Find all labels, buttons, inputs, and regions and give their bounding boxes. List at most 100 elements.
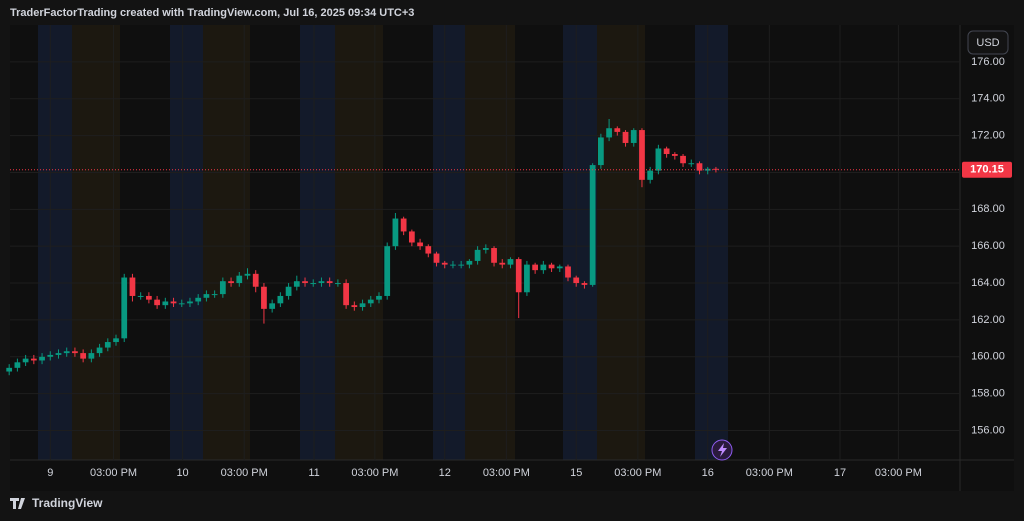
candle-body — [392, 218, 399, 247]
candle-body — [474, 249, 481, 261]
afterhours-band — [465, 25, 515, 460]
premarket-band — [170, 25, 203, 460]
candle-body — [696, 163, 703, 171]
candle-body — [146, 295, 152, 300]
x-tick-label: 12 — [439, 467, 451, 479]
grid — [10, 25, 960, 460]
y-tick-label: 174.00 — [971, 93, 1005, 105]
y-tick-label: 164.00 — [971, 277, 1005, 289]
header: TraderFactorTrading created with Trading… — [10, 7, 414, 19]
candle-body — [408, 231, 415, 243]
candle-body — [614, 128, 621, 132]
candle-body — [244, 273, 251, 276]
candle-body — [96, 347, 103, 354]
candle-body — [6, 367, 13, 372]
candle-body — [252, 273, 259, 287]
candle-body — [236, 275, 243, 284]
x-tick-label: 03:00 PM — [483, 467, 530, 479]
candle-body — [606, 128, 612, 138]
last-price-tag — [962, 161, 1012, 178]
premarket-band — [433, 25, 465, 460]
candle-body — [400, 218, 407, 232]
candle-body — [367, 299, 374, 304]
candle-body — [622, 131, 629, 143]
candle-body — [293, 281, 300, 287]
candle-body — [326, 281, 333, 284]
x-tick-label: 03:00 PM — [221, 467, 268, 479]
candle-body — [88, 353, 95, 359]
y-tick-label: 166.00 — [971, 240, 1005, 252]
premarket-band — [695, 25, 728, 460]
candle-body — [630, 130, 637, 143]
candle-body — [55, 353, 62, 355]
afterhours-band — [203, 25, 250, 460]
session-bands — [38, 25, 728, 460]
candle-body — [261, 286, 267, 309]
candle-body — [417, 242, 423, 247]
x-tick-label: 17 — [834, 467, 846, 479]
candle-body — [318, 281, 325, 284]
candle-body — [597, 137, 604, 166]
y-tick-label: 158.00 — [971, 388, 1005, 400]
candle-body — [482, 248, 489, 250]
candle-body — [704, 168, 711, 171]
candle-body — [187, 301, 193, 304]
candle-body — [39, 356, 45, 361]
x-tick-label: 03:00 PM — [875, 467, 922, 479]
candle-body — [573, 277, 580, 284]
candle-body — [47, 354, 54, 357]
candle-body — [359, 303, 366, 308]
candle-body — [581, 283, 588, 285]
candle-body — [688, 163, 695, 165]
candle-body — [351, 305, 358, 308]
candle-body — [14, 362, 21, 368]
candle-body — [680, 155, 686, 164]
candles — [6, 119, 960, 376]
x-tick-label: 03:00 PM — [614, 467, 661, 479]
footer-logo: TradingView — [10, 496, 103, 510]
candle-body — [80, 353, 87, 359]
candle-body — [228, 281, 234, 284]
candle-body — [121, 277, 128, 339]
candle-body — [335, 283, 341, 285]
candle-body — [310, 283, 317, 285]
candle-body — [515, 259, 522, 293]
candle-body — [170, 301, 177, 304]
y-tick-label: 168.00 — [971, 203, 1005, 215]
candle-body — [671, 154, 678, 156]
last-price-label: 170.15 — [970, 164, 1004, 176]
x-tick-label: 16 — [702, 467, 714, 479]
candle-body — [458, 264, 465, 266]
y-tick-label: 176.00 — [971, 56, 1005, 68]
candle-body — [211, 294, 218, 296]
logo-mark — [10, 498, 25, 509]
afterhours-band — [72, 25, 120, 460]
candle-body — [466, 260, 473, 265]
candle-body — [154, 299, 160, 306]
candle-body — [507, 259, 514, 265]
candle-body — [655, 148, 662, 171]
currency-button[interactable] — [967, 30, 1009, 55]
candle-body — [72, 351, 78, 354]
premarket-band — [300, 25, 335, 460]
candle-body — [441, 262, 448, 265]
candle-body — [269, 303, 276, 309]
candle-body — [647, 170, 654, 180]
y-tick-label: 172.00 — [971, 129, 1005, 141]
candle-body — [556, 266, 563, 269]
candle-body — [22, 358, 29, 363]
x-tick-label: 15 — [570, 467, 582, 479]
candle-body — [162, 301, 169, 306]
candle-body — [425, 246, 432, 254]
candle-body — [540, 264, 547, 271]
candle-body — [30, 358, 37, 361]
currency-label[interactable]: USD — [976, 37, 999, 49]
y-tick-label: 160.00 — [971, 351, 1005, 363]
x-tick-label: 03:00 PM — [90, 467, 137, 479]
labels: 156.00 158.00 160.00 162.00 164.00 166.00 168.… — [47, 56, 1012, 479]
candle-body — [450, 264, 456, 266]
x-tick-label: 11 — [308, 467, 319, 479]
x-tick-label: 10 — [176, 467, 188, 479]
candle-body — [532, 264, 539, 271]
